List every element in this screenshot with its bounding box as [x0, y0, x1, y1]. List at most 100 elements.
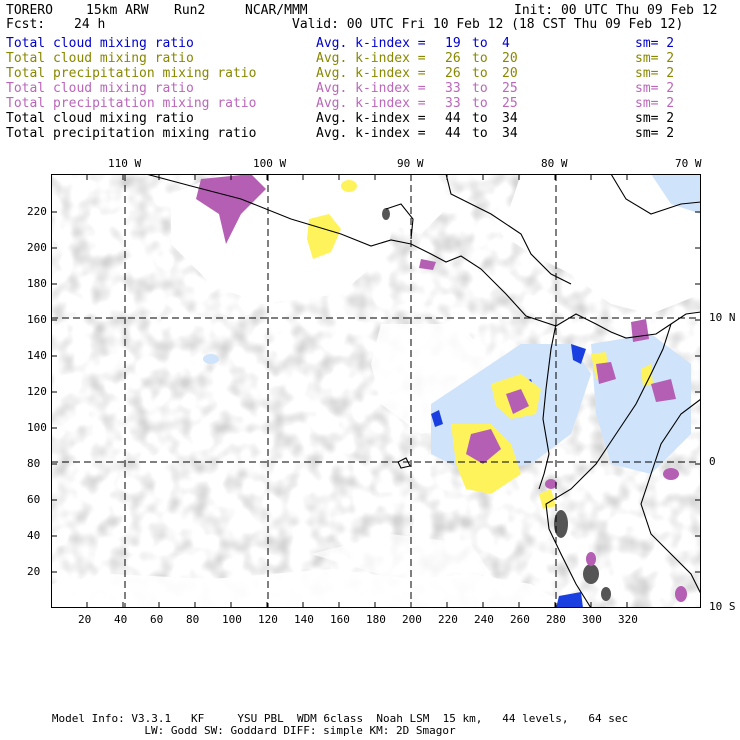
lon-label-80w: 80 W	[541, 157, 568, 170]
y-index-label: 80	[27, 457, 41, 470]
legend-smoothing: sm= 2	[635, 36, 675, 51]
y-index-label: 180	[27, 277, 47, 290]
header-model: TORERO	[6, 3, 53, 18]
lat-label-10s: 10 S	[709, 600, 736, 613]
header-valid: Valid: 00 UTC Fri 10 Feb 12 (18 CST Thu …	[292, 17, 684, 32]
header-resolution: 15km ARW	[86, 3, 149, 18]
x-index-label: 140	[294, 613, 314, 626]
x-index-label: 200	[402, 613, 422, 626]
axis-tick-marks	[51, 174, 701, 608]
header-fcst-label: Fcst:	[6, 17, 46, 32]
legend-row: Total cloud mixing ratio Avg. k-index = 33…	[0, 81, 740, 96]
legend-label: Total cloud mixing ratio	[6, 36, 194, 51]
legend-value-end: 20	[502, 66, 518, 81]
legend-smoothing: sm= 2	[635, 126, 675, 141]
legend-smoothing: sm= 2	[635, 111, 675, 126]
legend-stat: Avg. k-index =	[316, 51, 426, 66]
x-index-label: 300	[582, 613, 602, 626]
legend-label: Total cloud mixing ratio	[6, 51, 194, 66]
legend-stat: Avg. k-index =	[316, 66, 426, 81]
header-org: NCAR/MMM	[245, 3, 308, 18]
x-index-label: 80	[186, 613, 200, 626]
legend-row: Total cloud mixing ratio Avg. k-index = 44…	[0, 111, 740, 126]
legend-value-start: 44	[445, 111, 461, 126]
y-index-label: 200	[27, 241, 47, 254]
y-index-label: 140	[27, 349, 47, 362]
legend-value-start: 33	[445, 81, 461, 96]
legend-label: Total precipitation mixing ratio	[6, 126, 257, 141]
legend-smoothing: sm= 2	[635, 66, 675, 81]
y-index-label: 40	[27, 529, 41, 542]
legend-to: to	[472, 36, 488, 51]
lat-label-0: 0	[709, 455, 716, 468]
x-index-label: 220	[438, 613, 458, 626]
legend-value-start: 26	[445, 51, 461, 66]
legend-stat: Avg. k-index =	[316, 81, 426, 96]
legend-smoothing: sm= 2	[635, 51, 675, 66]
legend-to: to	[472, 96, 488, 111]
legend-stat: Avg. k-index =	[316, 126, 426, 141]
legend-stat: Avg. k-index =	[316, 36, 426, 51]
coastlines	[145, 174, 701, 608]
legend-to: to	[472, 66, 488, 81]
legend-row: Total precipitation mixing ratio Avg. k-i…	[0, 126, 740, 141]
legend-row: Total precipitation mixing ratio Avg. k-i…	[0, 96, 740, 111]
legend-value-end: 34	[502, 126, 518, 141]
legend-value-end: 25	[502, 81, 518, 96]
y-index-label: 20	[27, 565, 41, 578]
legend-stat: Avg. k-index =	[316, 96, 426, 111]
header-run: Run2	[174, 3, 206, 18]
x-index-label: 120	[258, 613, 278, 626]
model-info-line-2: LW: Godd SW: Goddard DIFF: simple KM: 2D…	[144, 724, 456, 737]
legend-value-end: 4	[502, 36, 510, 51]
legend-value-end: 20	[502, 51, 518, 66]
legend-row: Total cloud mixing ratio Avg. k-index = 26…	[0, 51, 740, 66]
lon-label-110w: 110 W	[108, 157, 142, 170]
model-info-line-1: Model Info: V3.3.1 KF YSU PBL WDM 6class…	[51, 712, 629, 725]
legend-value-end: 34	[502, 111, 518, 126]
legend-value-end: 25	[502, 96, 518, 111]
legend-value-start: 26	[445, 66, 461, 81]
legend-value-start: 33	[445, 96, 461, 111]
x-index-label: 60	[150, 613, 164, 626]
legend-smoothing: sm= 2	[635, 96, 675, 111]
legend-to: to	[472, 51, 488, 66]
x-index-label: 20	[78, 613, 92, 626]
map-frame	[51, 174, 701, 608]
legend-value-start: 19	[445, 36, 461, 51]
x-index-label: 240	[474, 613, 494, 626]
legend-label: Total cloud mixing ratio	[6, 81, 194, 96]
y-index-label: 120	[27, 385, 47, 398]
legend-label: Total cloud mixing ratio	[6, 111, 194, 126]
x-index-label: 40	[114, 613, 128, 626]
x-index-label: 180	[366, 613, 386, 626]
header-init: Init: 00 UTC Thu 09 Feb 12	[514, 3, 718, 18]
legend-row: Total precipitation mixing ratio Avg. k-i…	[0, 66, 740, 81]
legend-to: to	[472, 111, 488, 126]
x-index-label: 100	[222, 613, 242, 626]
x-index-label: 160	[330, 613, 350, 626]
legend-value-start: 44	[445, 126, 461, 141]
legend-to: to	[472, 81, 488, 96]
x-index-label: 320	[618, 613, 638, 626]
x-index-label: 280	[546, 613, 566, 626]
legend-stat: Avg. k-index =	[316, 111, 426, 126]
y-index-label: 60	[27, 493, 41, 506]
lat-lon-grid	[51, 174, 701, 608]
y-index-label: 220	[27, 205, 47, 218]
legend-label: Total precipitation mixing ratio	[6, 66, 257, 81]
legend-smoothing: sm= 2	[635, 81, 675, 96]
purple-field	[196, 174, 687, 602]
header-fcst-value: 24 h	[74, 17, 106, 32]
legend-label: Total precipitation mixing ratio	[6, 96, 257, 111]
x-index-label: 260	[510, 613, 530, 626]
lon-label-100w: 100 W	[253, 157, 287, 170]
legend-to: to	[472, 126, 488, 141]
lon-label-90w: 90 W	[397, 157, 424, 170]
forecast-map	[51, 174, 701, 608]
y-index-label: 100	[27, 421, 47, 434]
y-index-label: 160	[27, 313, 47, 326]
lon-label-70w: 70 W	[675, 157, 702, 170]
lat-label-10n: 10 N	[709, 311, 736, 324]
legend-row: Total cloud mixing ratio Avg. k-index = 19…	[0, 36, 740, 51]
